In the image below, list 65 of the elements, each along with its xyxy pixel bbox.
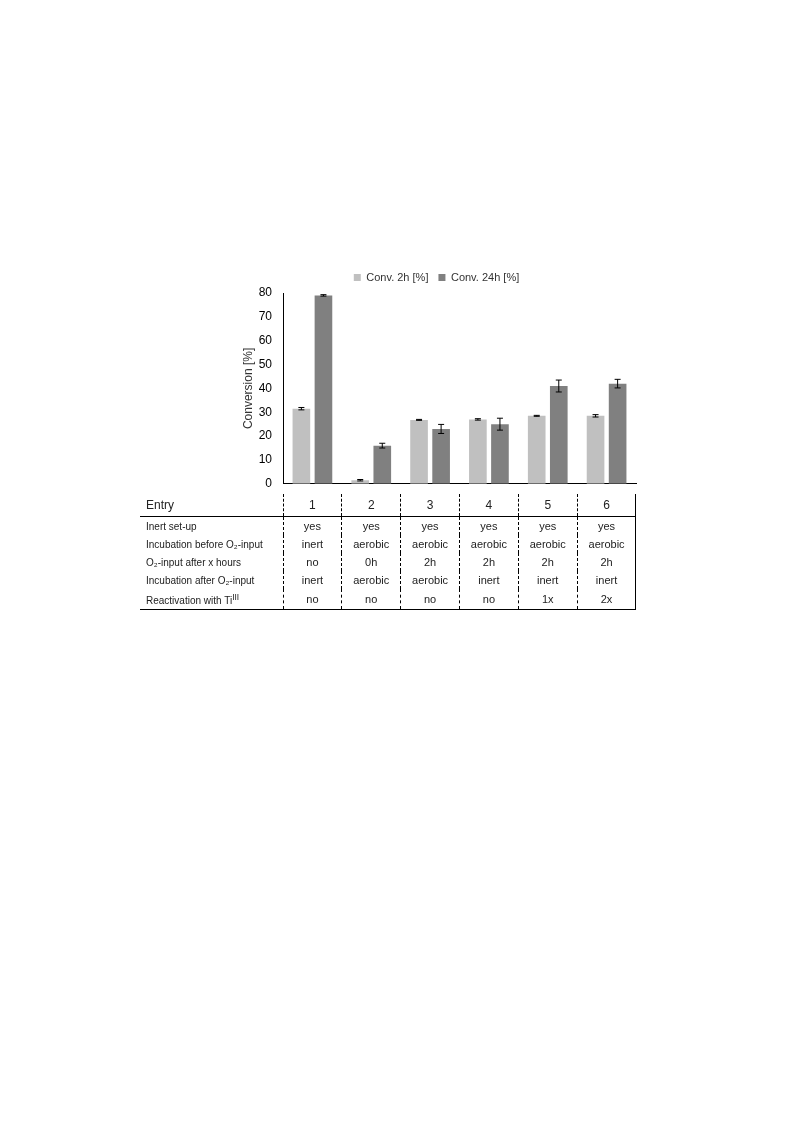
bar (314, 295, 333, 484)
text: inert (283, 535, 342, 553)
text: no (341, 589, 401, 610)
bar (469, 419, 487, 484)
text: aerobic (341, 571, 401, 589)
text: Incubation after O₂-input (145, 573, 256, 588)
text: aerobic (518, 535, 578, 553)
y-tick-label: 0 (265, 476, 273, 491)
text: yes (577, 516, 636, 535)
text: 2x (577, 589, 636, 610)
text: 0h (341, 553, 401, 571)
x-tick-label: 6 (577, 494, 636, 517)
text: aerobic (400, 571, 460, 589)
text: 2h (577, 553, 636, 571)
text: yes (518, 516, 578, 535)
bar (549, 386, 568, 484)
text: no (283, 589, 342, 610)
text: yes (459, 516, 519, 535)
x-tick-label: 2 (341, 494, 401, 517)
text: aerobic (459, 535, 519, 553)
y-tick-label: 70 (258, 309, 273, 324)
text: 2h (400, 553, 460, 571)
bar (373, 445, 392, 484)
y-tick-label: 20 (258, 428, 273, 443)
text: Entry (145, 497, 175, 514)
text: Inert set-up (145, 519, 198, 534)
text: yes (400, 516, 460, 535)
text: Incubation before O₂-input (145, 537, 264, 552)
text: no (283, 553, 342, 571)
y-tick-label: 80 (258, 285, 273, 300)
x-tick-label: 1 (283, 494, 342, 517)
text: no (459, 589, 519, 610)
text: inert (518, 571, 578, 589)
y-axis-title: Conversion [%] (240, 347, 255, 430)
text: no (400, 589, 460, 610)
x-tick-label: 3 (400, 494, 460, 517)
text: inert (577, 571, 636, 589)
y-tick-label: 30 (258, 404, 273, 419)
bar (608, 383, 627, 484)
text: aerobic (577, 535, 636, 553)
bar (527, 415, 546, 484)
text: aerobic (400, 535, 460, 553)
text: yes (341, 516, 401, 535)
text: 2h (459, 553, 519, 571)
y-tick-label: 60 (258, 333, 273, 348)
legend-label: Conv. 2h [%] (366, 270, 429, 283)
text: inert (283, 571, 342, 589)
bar (432, 428, 450, 484)
bar (491, 424, 509, 484)
bar (292, 408, 311, 484)
x-tick-label: 4 (459, 494, 519, 517)
y-tick-label: 10 (258, 452, 273, 467)
text: Reactivation with Ti$^{III}$ (145, 591, 241, 609)
text: inert (459, 571, 519, 589)
legend-label: Conv. 24h [%] (450, 270, 520, 283)
text: yes (283, 516, 342, 535)
text: 1x (518, 589, 578, 610)
bar (586, 415, 605, 484)
x-tick-label: 5 (518, 494, 578, 517)
y-tick-label: 50 (258, 356, 273, 371)
text: 2h (518, 553, 578, 571)
y-tick-label: 40 (258, 380, 273, 395)
text: aerobic (341, 535, 401, 553)
text: O₂-input after x hours (145, 555, 243, 570)
bar (410, 419, 428, 484)
